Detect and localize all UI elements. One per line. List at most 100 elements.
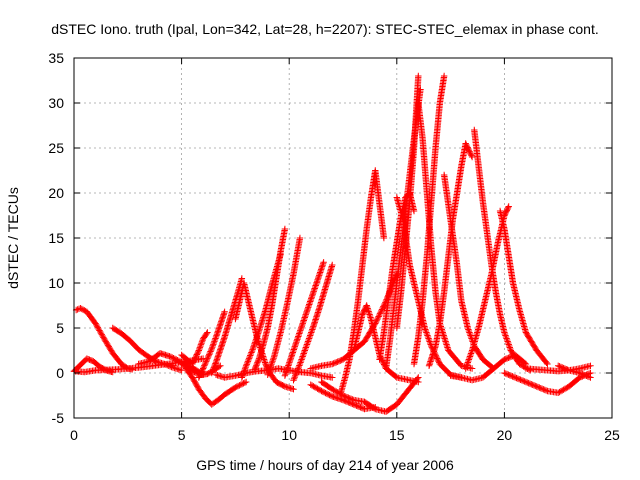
data-series [410, 72, 448, 368]
data-series [393, 194, 465, 381]
data-point [376, 311, 383, 319]
data-point [244, 358, 252, 365]
data-point [199, 366, 206, 373]
data-series [178, 329, 211, 368]
data-point [463, 141, 470, 149]
data-point [232, 384, 239, 391]
data-point [166, 363, 174, 370]
data-point [325, 391, 332, 398]
data-point [506, 354, 513, 361]
data-point [507, 345, 514, 353]
data-point [379, 304, 386, 312]
data-point [466, 149, 474, 157]
data-series [264, 234, 304, 378]
data-point [308, 382, 316, 389]
data-point [164, 362, 171, 369]
data-point [161, 360, 168, 368]
data-point [197, 341, 205, 348]
data-point [509, 373, 516, 380]
data-point [538, 385, 546, 392]
data-point [543, 359, 550, 366]
data-point [248, 347, 256, 355]
data-point [517, 376, 524, 383]
data-point [467, 151, 475, 158]
data-point [296, 362, 303, 369]
data-point [207, 348, 214, 355]
data-point [209, 367, 217, 374]
data-point [524, 379, 531, 386]
data-point [204, 355, 211, 362]
data-point [556, 363, 563, 370]
data-point [506, 372, 513, 379]
data-point [238, 380, 246, 388]
data-point [307, 330, 314, 338]
data-point [252, 363, 260, 370]
data-point [309, 326, 316, 333]
data-point [557, 363, 565, 371]
data-point [468, 365, 476, 372]
data-point [305, 335, 313, 342]
data-point [165, 362, 172, 369]
data-point [555, 362, 562, 369]
data-point [243, 361, 250, 368]
data-point [189, 359, 197, 366]
data-point [209, 344, 216, 351]
data-point [204, 329, 211, 336]
data-point [202, 359, 209, 367]
data-point [296, 360, 304, 368]
data-point [584, 373, 591, 380]
data-point [465, 147, 473, 154]
data-point [296, 234, 304, 242]
data-point [191, 356, 198, 364]
data-point [241, 379, 249, 386]
data-point [303, 342, 310, 350]
data-series [208, 275, 246, 377]
data-point [323, 390, 331, 397]
data-point [247, 352, 254, 359]
data-point [240, 368, 248, 375]
data-point [556, 388, 563, 396]
data-point [342, 393, 349, 400]
data-point [300, 350, 307, 357]
data-point [526, 380, 534, 387]
data-point [312, 384, 320, 392]
data-point [304, 338, 312, 345]
data-point [464, 144, 471, 151]
data-point [175, 357, 183, 365]
data-point [292, 371, 300, 378]
data-point [198, 339, 205, 347]
data-point [206, 349, 214, 357]
data-series [109, 324, 185, 374]
data-point [203, 330, 210, 337]
data-point [233, 383, 240, 390]
data-point [345, 394, 352, 401]
data-point [201, 361, 209, 368]
data-point [316, 387, 324, 394]
data-point [501, 330, 509, 338]
data-point [540, 386, 547, 393]
data-point [239, 371, 247, 378]
data-point [202, 358, 210, 365]
data-point [212, 335, 219, 342]
data-point [255, 356, 262, 364]
data-point [93, 321, 100, 329]
data-point [557, 388, 565, 395]
data-point [196, 344, 204, 351]
data-series [376, 189, 418, 363]
data-point [521, 359, 528, 367]
data-point [211, 338, 218, 345]
axes: 0 5 10 15 20 25 -5 0 5 10 15 20 25 30 35 [48, 50, 620, 443]
data-point [242, 364, 249, 371]
data-series [307, 381, 379, 413]
data-point [425, 336, 433, 344]
data-point [435, 358, 442, 365]
data-series [182, 365, 250, 408]
data-point [528, 381, 535, 388]
data-point [504, 204, 512, 211]
data-point [462, 140, 469, 147]
data-point [334, 389, 341, 396]
data-point [207, 346, 215, 354]
data-point [174, 356, 181, 364]
x-axis-label: GPS time / hours of day 214 of year 2006 [196, 457, 454, 473]
data-point [290, 375, 298, 382]
